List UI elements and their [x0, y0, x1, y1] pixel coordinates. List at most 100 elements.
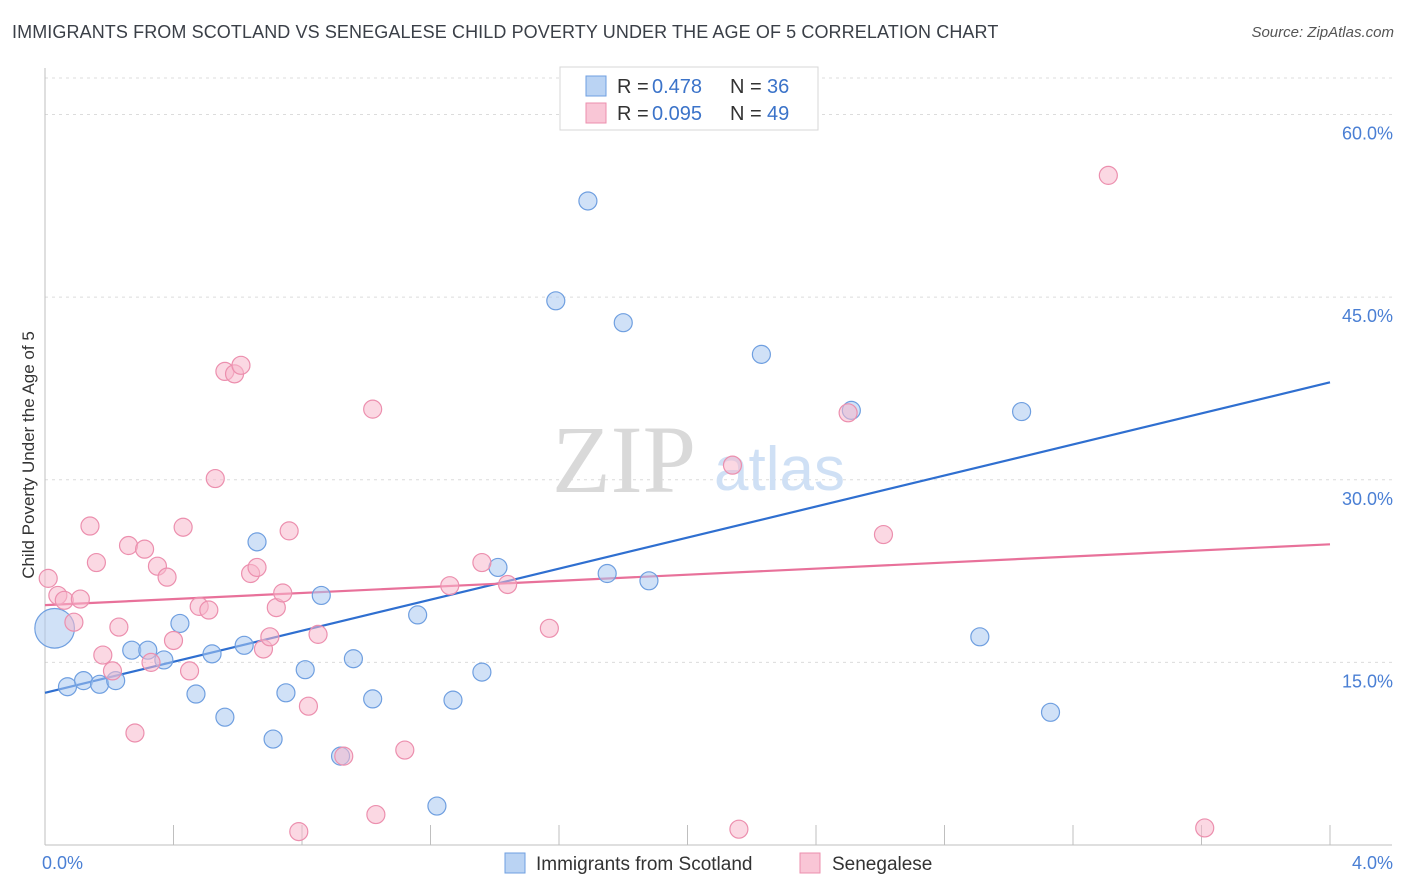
series-1-point-12	[134, 539, 155, 559]
series-legend-swatch-senegalese	[799, 852, 821, 874]
series-1-point-46	[873, 524, 894, 545]
series-1-point-3	[64, 612, 84, 632]
series-0-point-26	[546, 291, 566, 311]
series-legend-label-scotland: Immigrants from Scotland	[536, 854, 752, 875]
series-0-point-23	[443, 690, 463, 710]
series-1-point-10	[118, 535, 139, 556]
series-legend: Immigrants from Scotland Senegalese	[504, 852, 932, 875]
series-1-point-37	[366, 804, 386, 825]
series-1-point-16	[163, 630, 184, 651]
series-1-point-30	[273, 583, 293, 603]
series-1-point-48	[1195, 818, 1215, 838]
series-1-point-4	[70, 589, 90, 609]
legend-r-label-senegalese: R =	[617, 103, 649, 125]
series-1-point-20	[199, 600, 219, 620]
series-legend-label-senegalese: Senegalese	[832, 854, 932, 875]
series-1-point-11	[125, 723, 145, 743]
series-0-point-22	[427, 796, 447, 816]
legend-r-value-senegalese: 0.095	[652, 103, 702, 125]
series-0-point-27	[578, 191, 598, 211]
series-1-point-28	[260, 627, 280, 647]
series-1-point-44	[729, 819, 749, 839]
series-0-point-24	[472, 662, 492, 682]
legend-swatch-scotland	[585, 75, 607, 97]
legend-n-value-scotland: 36	[767, 76, 789, 98]
series-0-point-10	[202, 644, 222, 664]
series-1-point-39	[440, 576, 460, 596]
series-1-point-6	[86, 552, 107, 573]
correlation-legend: R = 0.478 N = 36 R = 0.095 N = 49	[559, 66, 819, 131]
series-1-point-18	[179, 661, 200, 681]
series-0-point-3	[90, 674, 110, 694]
series-0-point-35	[1040, 702, 1061, 722]
series-1-point-33	[298, 696, 319, 716]
legend-swatch-senegalese	[585, 102, 607, 124]
series-0-point-33	[970, 627, 990, 647]
series-1-point-5	[80, 516, 100, 536]
legend-n-label-scotland: N =	[730, 76, 762, 98]
series-0-point-1	[57, 677, 78, 697]
data-points	[34, 165, 1215, 842]
y-tick-label-0: 15.0%	[1342, 671, 1393, 691]
series-1-point-9	[109, 617, 129, 637]
series-1-point-24	[231, 355, 251, 375]
series-1-point-47	[1098, 165, 1118, 185]
series-1-point-13	[141, 652, 161, 672]
series-1-point-31	[279, 521, 299, 541]
series-1-point-15	[157, 567, 177, 587]
series-0-point-31	[751, 344, 771, 364]
series-1-point-42	[539, 618, 559, 638]
legend-r-value-scotland: 0.478	[652, 76, 702, 98]
series-1-point-8	[102, 661, 123, 681]
series-1-point-45	[838, 403, 858, 423]
series-0-point-19	[343, 649, 363, 669]
series-1-point-43	[722, 455, 743, 475]
legend-n-label-senegalese: N =	[730, 103, 762, 125]
series-0-point-20	[363, 689, 383, 709]
legend-r-label-scotland: R =	[617, 76, 649, 98]
chart-title: IMMIGRANTS FROM SCOTLAND VS SENEGALESE C…	[12, 22, 999, 42]
series-1-trend-line	[44, 543, 1331, 607]
series-0-point-17	[311, 585, 331, 606]
source-label: Source: ZipAtlas.com	[1251, 24, 1394, 41]
series-0-point-14	[263, 729, 283, 749]
watermark-zip: ZIP	[552, 406, 696, 513]
series-0-point-34	[1011, 401, 1032, 422]
x-tick-label-1: 4.0%	[1352, 853, 1393, 873]
y-tick-label-2: 45.0%	[1342, 306, 1393, 326]
series-1-point-36	[363, 399, 383, 419]
series-1-point-32	[289, 822, 309, 842]
y-tick-label-1: 30.0%	[1342, 489, 1393, 509]
x-tick-label-0: 0.0%	[42, 853, 83, 873]
series-1-point-35	[334, 746, 354, 766]
legend-n-value-senegalese: 49	[767, 103, 789, 125]
series-0-point-29	[613, 313, 633, 333]
series-0-points	[34, 191, 1061, 816]
series-legend-swatch-scotland	[504, 852, 526, 874]
series-1-points	[38, 165, 1215, 842]
watermark: ZIP atlas	[552, 406, 845, 513]
series-1-point-34	[308, 624, 328, 644]
series-1-point-17	[173, 517, 193, 537]
series-0-point-13	[247, 532, 267, 552]
y-axis-label: Child Poverty Under the Age of 5	[19, 331, 38, 579]
series-1-point-40	[472, 552, 492, 573]
series-0-point-2	[73, 671, 94, 691]
series-0-point-28	[597, 563, 617, 584]
series-1-point-26	[247, 557, 267, 578]
series-0-point-8	[170, 613, 190, 634]
series-1-point-0	[38, 568, 58, 588]
series-0-point-5	[122, 640, 142, 660]
series-0-point-9	[186, 684, 206, 704]
series-0-point-15	[276, 683, 296, 703]
y-tick-label-3: 60.0%	[1342, 124, 1393, 144]
series-0-point-12	[234, 635, 254, 655]
series-1-point-21	[205, 468, 225, 489]
series-1-point-2	[54, 590, 74, 610]
tick-labels: 15.0% 30.0% 45.0% 60.0% 0.0% 4.0%	[42, 124, 1393, 873]
series-0-point-25	[488, 557, 508, 578]
series-1-point-41	[498, 574, 518, 595]
series-1-point-7	[93, 645, 113, 665]
series-0-point-16	[295, 660, 315, 680]
